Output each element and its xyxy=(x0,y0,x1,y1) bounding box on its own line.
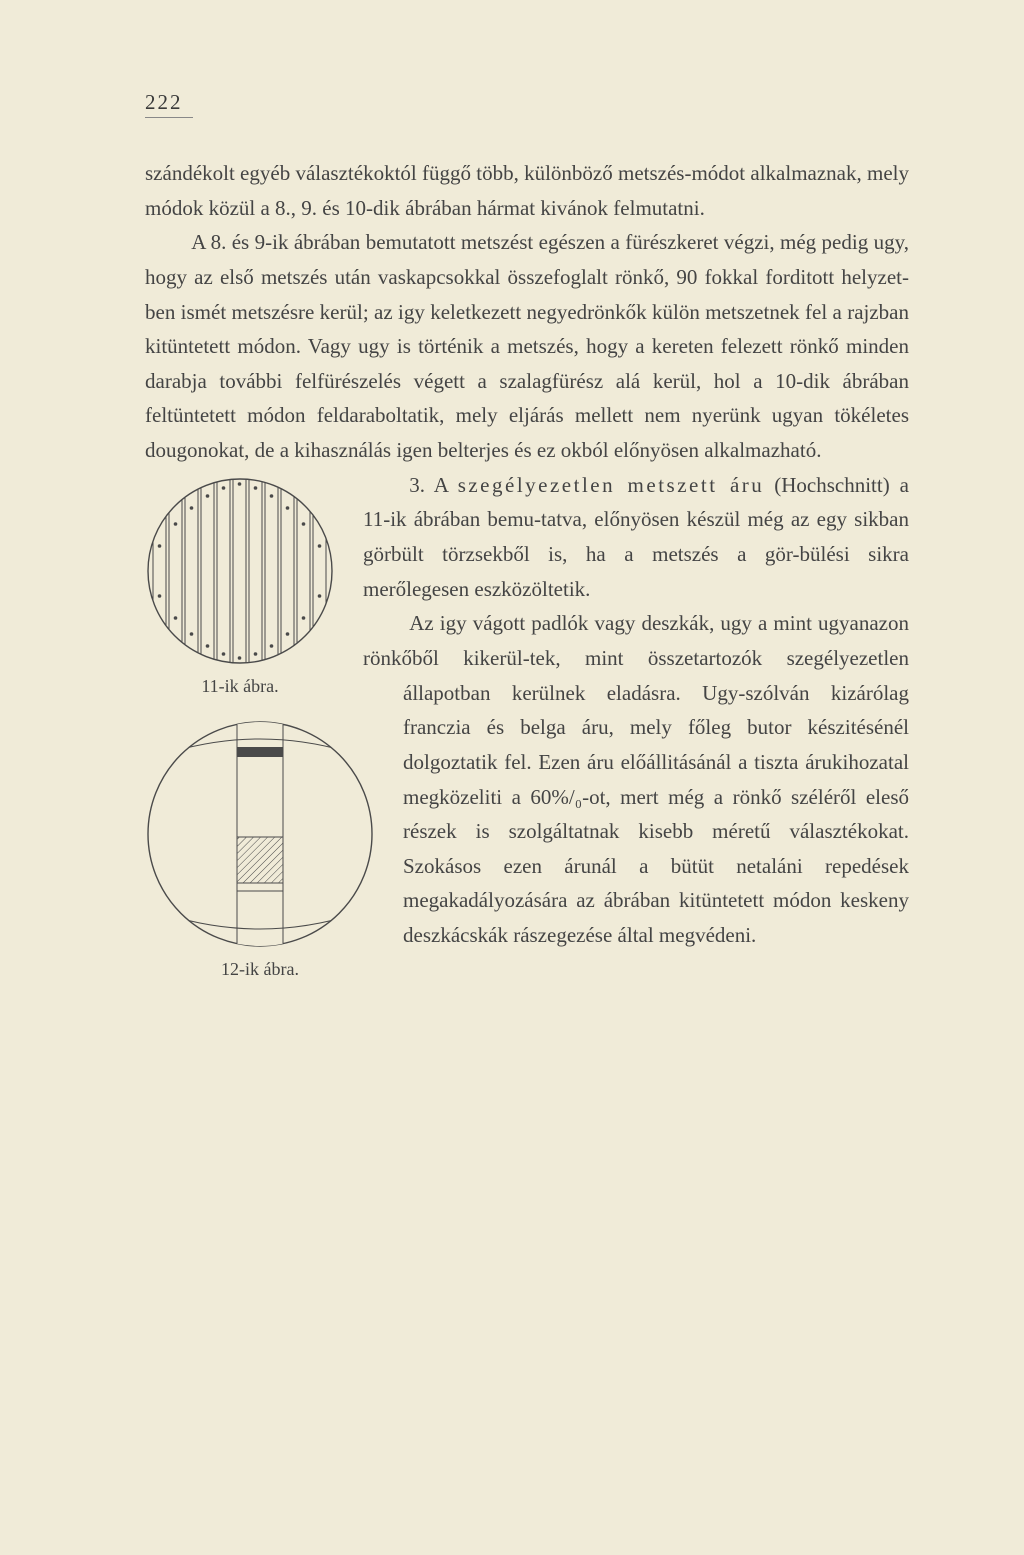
paragraph-2: A 8. és 9-ik ábrában bemutatott metszést… xyxy=(145,225,909,467)
paragraph-1: szándékolt egyéb választékoktól függő tö… xyxy=(145,156,909,225)
figure-11: 11-ik ábra. xyxy=(145,476,335,702)
figure-11-svg xyxy=(145,476,335,666)
body-text: szándékolt egyéb választékoktól függő tö… xyxy=(145,156,909,991)
figure-12-caption: 12-ik ábra. xyxy=(145,955,375,985)
figure-11-caption: 11-ik ábra. xyxy=(145,672,335,702)
figure-12-svg xyxy=(145,719,375,949)
figure-12: 12-ik ábra. xyxy=(145,719,375,985)
para3-lead: 3. A xyxy=(409,473,458,497)
page-number: 222 xyxy=(145,90,193,118)
para3-spaced: szegélyezetlen metszett áru xyxy=(458,473,765,497)
page: 222 szándékolt egyéb választékoktól függ… xyxy=(0,0,1024,1071)
